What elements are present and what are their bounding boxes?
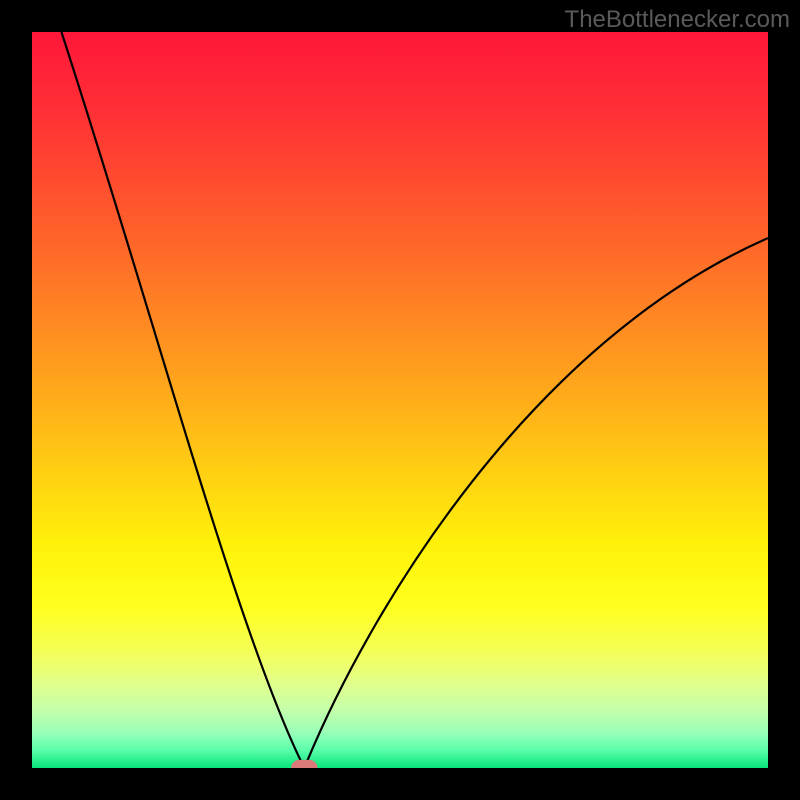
plot-area	[32, 32, 768, 768]
gradient-background	[32, 32, 768, 768]
watermark-text: TheBottlenecker.com	[565, 6, 790, 34]
optimum-marker	[291, 760, 317, 768]
chart-svg	[32, 32, 768, 768]
